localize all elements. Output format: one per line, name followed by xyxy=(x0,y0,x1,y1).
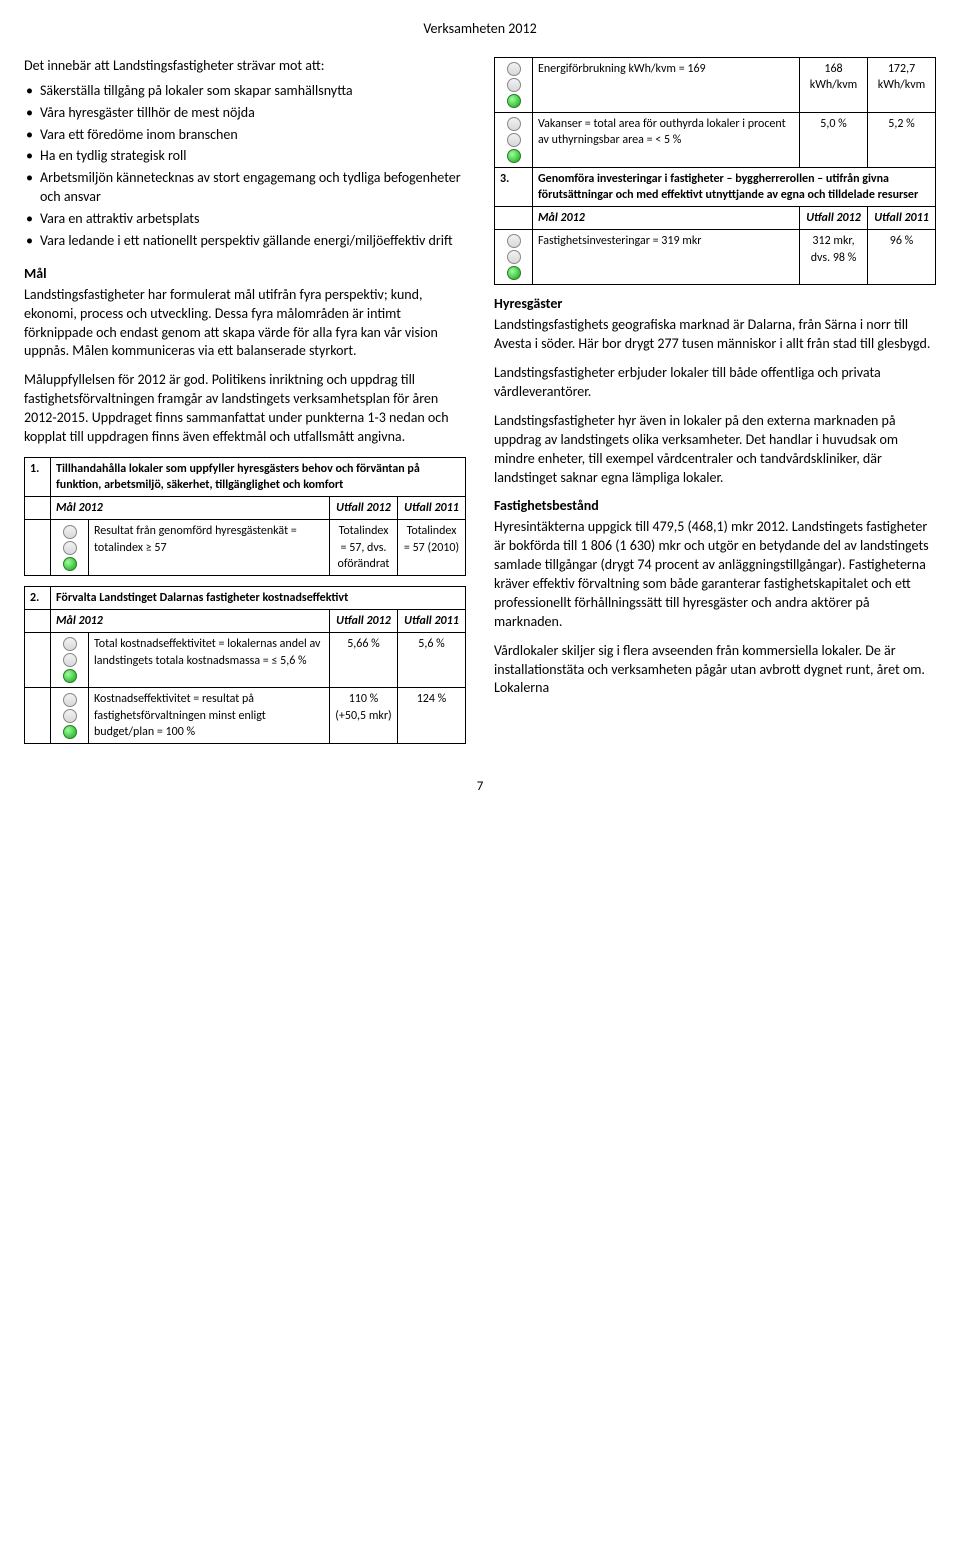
bullet-item: Ha en tydlig strategisk roll xyxy=(24,147,466,166)
bullet-item: Vara ledande i ett nationellt perspektiv… xyxy=(24,232,466,251)
col-header: Utfall 2012 xyxy=(329,610,397,633)
traffic-light-icon xyxy=(51,520,89,576)
fastighetsbestand-title: Fastighetsbestånd xyxy=(494,497,936,516)
mal-paragraph: Landstingsfastigheter har formulerat mål… xyxy=(24,286,466,362)
body-paragraph: Landstingsfastighets geografiska marknad… xyxy=(494,316,936,354)
traffic-light-icon xyxy=(495,112,533,167)
page-header: Verksamheten 2012 xyxy=(24,20,936,39)
table-title: Förvalta Landstinget Dalarnas fastighete… xyxy=(51,587,466,610)
col-header: Utfall 2011 xyxy=(868,207,936,230)
mal-title: Mål xyxy=(24,265,466,284)
table-cell: 5,2 % xyxy=(868,112,936,167)
traffic-light-icon xyxy=(51,633,89,688)
body-paragraph: Landstingsfastigheter erbjuder lokaler t… xyxy=(494,364,936,402)
table-cell: 124 % xyxy=(397,688,465,744)
body-paragraph: Landstingsfastigheter hyr även in lokale… xyxy=(494,412,936,488)
col-header: Utfall 2011 xyxy=(397,610,465,633)
table-cell: Vakanser = total area för outhyrda lokal… xyxy=(533,112,800,167)
bullet-item: Våra hyresgäster tillhör de mest nöjda xyxy=(24,104,466,123)
table-cell: 96 % xyxy=(868,230,936,285)
bullet-item: Vara ett föredöme inom branschen xyxy=(24,126,466,145)
table-cell: Energiförbrukning kWh/kvm = 169 xyxy=(533,57,800,112)
col-header: Mål 2012 xyxy=(51,610,330,633)
table-goal-1: 1. Tillhandahålla lokaler som uppfyller … xyxy=(24,457,466,576)
table-goal-2-cont: Energiförbrukning kWh/kvm = 169 168 kWh/… xyxy=(494,57,936,286)
table-title: Tillhandahålla lokaler som uppfyller hyr… xyxy=(51,457,466,496)
table-cell: 5,0 % xyxy=(800,112,868,167)
table-cell: Totalindex = 57, dvs. oförändrat xyxy=(329,520,397,576)
table-cell: Totalindex = 57 (2010) xyxy=(397,520,465,576)
two-column-layout: Det innebär att Landstingsfastigheter st… xyxy=(24,57,936,754)
table-cell: Kostnadseffektivitet = resultat på fasti… xyxy=(89,688,330,744)
body-paragraph: Vårdlokaler skiljer sig i flera avseende… xyxy=(494,642,936,699)
body-paragraph: Hyresintäkterna uppgick till 479,5 (468,… xyxy=(494,518,936,631)
left-column: Det innebär att Landstingsfastigheter st… xyxy=(24,57,466,754)
col-header: Utfall 2012 xyxy=(800,207,868,230)
col-header: Mål 2012 xyxy=(51,497,330,520)
right-column: Energiförbrukning kWh/kvm = 169 168 kWh/… xyxy=(494,57,936,754)
table-num: 3. xyxy=(495,167,533,206)
col-header: Utfall 2012 xyxy=(329,497,397,520)
table-cell: Fastighetsinvesteringar = 319 mkr xyxy=(533,230,800,285)
table-cell: Resultat från genomförd hyresgästenkät =… xyxy=(89,520,330,576)
table-cell: Total kostnadseffektivitet = lokalernas … xyxy=(89,633,330,688)
table-cell: 312 mkr, dvs. 98 % xyxy=(800,230,868,285)
col-header: Mål 2012 xyxy=(533,207,800,230)
table-num: 2. xyxy=(25,587,51,610)
goal-bullets: Säkerställa tillgång på lokaler som skap… xyxy=(24,82,466,251)
col-header: Utfall 2011 xyxy=(397,497,465,520)
table-num: 1. xyxy=(25,457,51,496)
table-goal-2: 2. Förvalta Landstinget Dalarnas fastigh… xyxy=(24,586,466,744)
table-cell: 5,66 % xyxy=(329,633,397,688)
table-cell: 110 % (+50,5 mkr) xyxy=(329,688,397,744)
table-title: Genomföra investeringar i fastigheter – … xyxy=(533,167,936,206)
mal-paragraph: Måluppfyllelsen för 2012 är god. Politik… xyxy=(24,371,466,447)
hyresgaster-title: Hyresgäster xyxy=(494,295,936,314)
traffic-light-icon xyxy=(495,57,533,112)
table-cell: 172,7 kWh/kvm xyxy=(868,57,936,112)
bullet-item: Arbetsmiljön kännetecknas av stort engag… xyxy=(24,169,466,207)
table-cell: 5,6 % xyxy=(397,633,465,688)
bullet-item: Vara en attraktiv arbetsplats xyxy=(24,210,466,229)
page-number: 7 xyxy=(24,778,936,796)
bullet-item: Säkerställa tillgång på lokaler som skap… xyxy=(24,82,466,101)
lead-text: Det innebär att Landstingsfastigheter st… xyxy=(24,57,466,76)
traffic-light-icon xyxy=(495,230,533,285)
table-cell: 168 kWh/kvm xyxy=(800,57,868,112)
traffic-light-icon xyxy=(51,688,89,744)
